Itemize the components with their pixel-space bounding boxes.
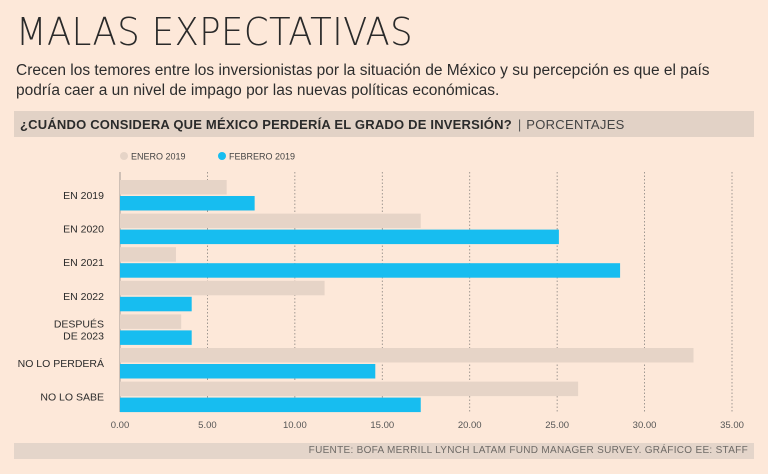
category-label: EN 2022 (63, 291, 104, 303)
bar (120, 348, 694, 363)
chart-question: ¿CUÁNDO CONSIDERA QUE MÉXICO PERDERÍA EL… (20, 116, 512, 132)
category-label: EN 2020 (63, 224, 104, 236)
bar (120, 330, 192, 345)
x-tick-label: 25.00 (545, 420, 569, 431)
page-subtitle: Crecen los temores entre los inversionis… (16, 62, 710, 99)
x-tick-label: 30.00 (633, 420, 657, 431)
bar (120, 381, 579, 397)
x-tick-label: 15.00 (370, 420, 394, 431)
x-tick-label: 0.00 (111, 420, 130, 431)
chart-units: PORCENTAJES (526, 116, 625, 132)
bar-chart: ENERO 2019 FEBRERO 2019 0.00 5.00 10.00 15.00… (18, 152, 744, 432)
x-tick-label: 35.00 (720, 420, 744, 431)
bar (120, 213, 421, 229)
bar (120, 180, 227, 195)
page-title: MALAS EXPECTATIVAS (16, 10, 414, 54)
bar (120, 280, 325, 296)
bar (120, 196, 255, 211)
category-label: DESPUÉS DE 2023 (54, 317, 104, 342)
bar (120, 314, 182, 329)
bar (120, 247, 176, 262)
category-label: NO LO PERDERÁ (18, 357, 104, 370)
bar (120, 229, 559, 245)
x-tick-label: 10.00 (283, 420, 307, 431)
bar (120, 397, 421, 413)
legend-label: FEBRERO 2019 (229, 152, 295, 162)
legend-label: ENERO 2019 (131, 152, 186, 162)
bar (120, 296, 192, 312)
x-tick-label: 20.00 (458, 420, 482, 431)
question-separator: | (517, 116, 522, 132)
category-label: NO LO SABE (40, 392, 104, 404)
legend-marker (218, 152, 226, 160)
bar (120, 364, 376, 379)
category-label: EN 2021 (63, 257, 104, 269)
category-label: EN 2019 (63, 190, 104, 202)
bar (120, 263, 621, 278)
source-note: FUENTE: BOFA MERRILL LYNCH LATAM FUND MA… (14, 443, 754, 459)
x-tick-label: 5.00 (198, 420, 217, 431)
chart-question-bar: ¿CUÁNDO CONSIDERA QUE MÉXICO PERDERÍA EL… (14, 111, 754, 137)
legend-marker (120, 152, 128, 160)
